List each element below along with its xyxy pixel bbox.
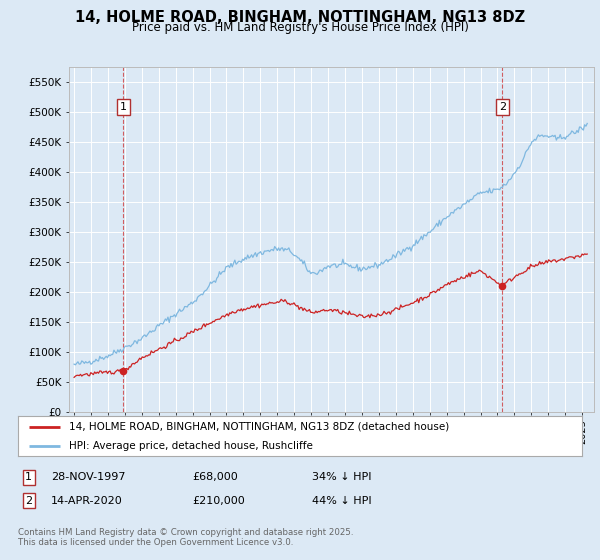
Text: £68,000: £68,000: [192, 472, 238, 482]
Text: 34% ↓ HPI: 34% ↓ HPI: [312, 472, 371, 482]
Text: Contains HM Land Registry data © Crown copyright and database right 2025.
This d: Contains HM Land Registry data © Crown c…: [18, 528, 353, 547]
Text: HPI: Average price, detached house, Rushcliffe: HPI: Average price, detached house, Rush…: [69, 441, 313, 450]
Text: 14-APR-2020: 14-APR-2020: [51, 496, 123, 506]
Text: 1: 1: [25, 472, 32, 482]
Text: 14, HOLME ROAD, BINGHAM, NOTTINGHAM, NG13 8DZ (detached house): 14, HOLME ROAD, BINGHAM, NOTTINGHAM, NG1…: [69, 422, 449, 432]
Text: 14, HOLME ROAD, BINGHAM, NOTTINGHAM, NG13 8DZ: 14, HOLME ROAD, BINGHAM, NOTTINGHAM, NG1…: [75, 10, 525, 25]
Text: 2: 2: [499, 102, 506, 112]
Text: 28-NOV-1997: 28-NOV-1997: [51, 472, 125, 482]
Text: 1: 1: [120, 102, 127, 112]
Text: 2: 2: [25, 496, 32, 506]
Text: Price paid vs. HM Land Registry's House Price Index (HPI): Price paid vs. HM Land Registry's House …: [131, 21, 469, 34]
Text: £210,000: £210,000: [192, 496, 245, 506]
Text: 44% ↓ HPI: 44% ↓ HPI: [312, 496, 371, 506]
